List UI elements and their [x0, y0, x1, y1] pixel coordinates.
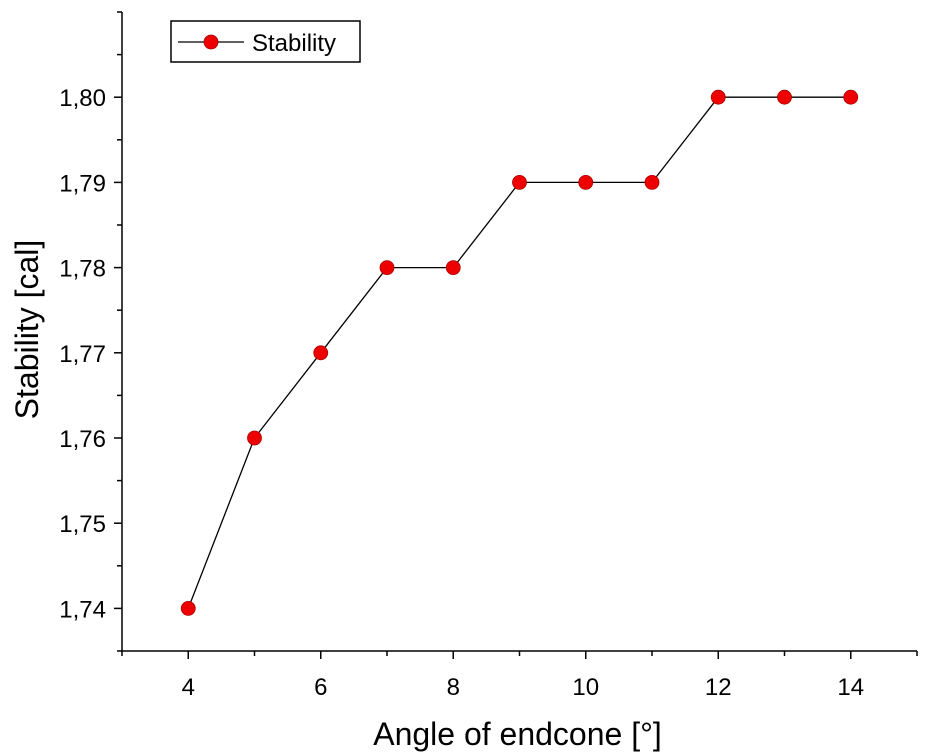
tick-labels: 4 6 8 10 12 14 1,74 1,75 1,76 1,77 1,78 1,79 1,80: [59, 85, 864, 701]
data-point: [644, 174, 660, 190]
y-tick-label: 1,76: [59, 426, 106, 453]
legend-marker-sample: [203, 34, 219, 50]
y-tick-label: 1,80: [59, 85, 106, 112]
data-point: [180, 601, 196, 616]
y-axis-label: Stability [cal]: [9, 240, 45, 420]
legend: Stability: [170, 20, 361, 63]
y-tick-label: 1,77: [59, 341, 106, 368]
series-group: [180, 89, 859, 616]
data-point: [313, 345, 329, 361]
x-tick-label: 6: [314, 674, 327, 701]
data-point: [710, 89, 726, 105]
x-axis-label: Angle of endcone [°]: [373, 716, 662, 752]
x-tick-label: 8: [447, 674, 460, 701]
y-tick-label: 1,78: [59, 256, 106, 283]
data-point: [512, 174, 527, 190]
data-point: [379, 260, 395, 276]
tick-marks: [114, 11, 918, 659]
x-tick-label: 10: [572, 674, 599, 701]
series-line-stability: [187, 96, 851, 609]
y-tick-label: 1,79: [59, 170, 106, 197]
axes: [121, 12, 917, 652]
x-tick-label: 14: [837, 674, 864, 701]
data-point: [777, 89, 792, 105]
data-point: [445, 260, 461, 276]
data-point: [247, 430, 262, 446]
data-point: [843, 89, 859, 105]
y-tick-label: 1,75: [59, 511, 106, 538]
data-point: [578, 174, 594, 190]
x-tick-label: 4: [182, 674, 195, 701]
y-tick-label: 1,74: [59, 596, 106, 623]
x-tick-label: 12: [705, 674, 732, 701]
legend-label: Stability: [252, 30, 336, 57]
